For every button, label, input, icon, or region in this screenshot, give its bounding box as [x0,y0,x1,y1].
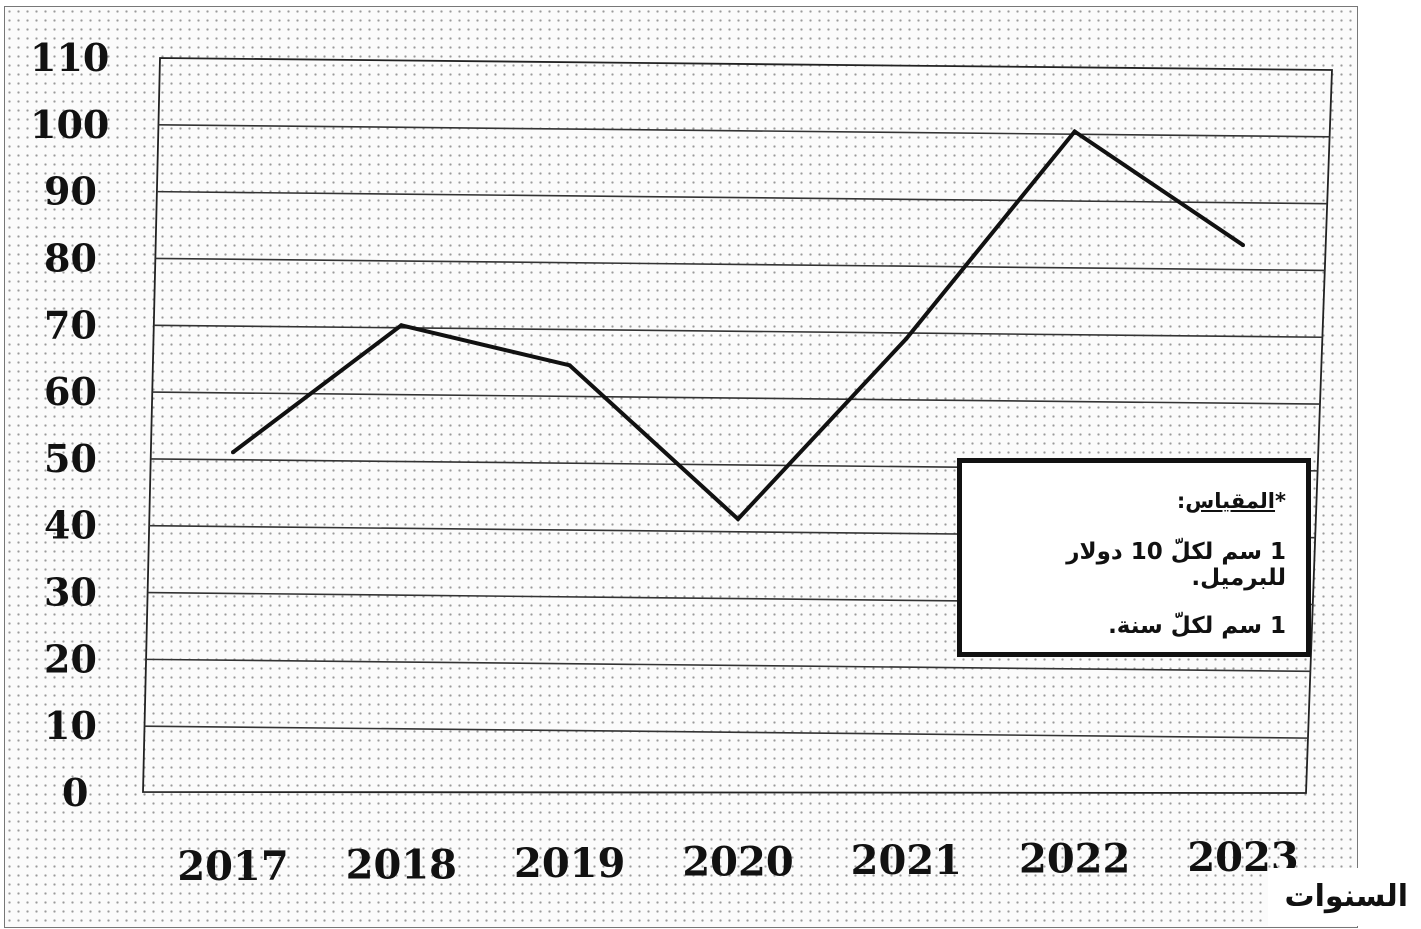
data-point [231,450,235,455]
data-point [1241,243,1245,248]
scale-legend-box: *المقياس: 1 سم لكلّ 10 دولار للبرميل. 1 … [957,458,1311,657]
y-axis-ticks: 0 10 20 30 40 50 60 70 80 90 100 110 [30,35,109,815]
plot-border [142,57,1333,794]
y-tick-label: 10 [44,703,97,748]
x-tick-label: 2019 [514,840,625,887]
x-axis-ticks: 2017 2018 2019 2020 2021 2022 2023 [177,834,1298,890]
y-tick-label: 100 [30,102,109,147]
y-tick-label: 40 [44,503,97,548]
x-tick-label: 2022 [1019,836,1130,883]
y-tick-label: 50 [44,436,97,481]
gridline [144,725,1309,739]
y-tick-label: 0 [62,770,88,815]
gridline [153,324,1323,339]
y-tick-label: 90 [44,169,97,214]
data-point [736,517,740,522]
y-tick-label: 80 [44,235,97,280]
scale-line-year: 1 سم لكلّ سنة. [1108,613,1286,639]
y-tick-label: 30 [44,570,97,615]
x-tick-label: 2018 [346,842,457,889]
y-tick-label: 20 [44,636,97,681]
scale-title-label: المقياس [1185,489,1276,513]
x-tick-label: 2020 [682,839,793,886]
data-point [399,323,404,328]
x-tick-label: 2021 [851,837,962,884]
gridlines [142,57,1333,794]
data-point [1072,129,1077,134]
gridline [146,658,1311,673]
data-point [567,363,572,368]
scale-title-star: * [1275,489,1286,513]
gridline [156,190,1328,205]
x-tick-label: 2017 [177,843,288,890]
data-point [904,336,909,341]
x-axis-title: السنوات [1268,868,1418,926]
y-tick-label: 110 [30,35,109,80]
y-tick-label: 70 [44,302,97,347]
scale-line-price: 1 سم لكلّ 10 دولار للبرميل. [1066,539,1286,591]
gridline [155,257,1325,272]
scale-title-colon: : [1176,489,1186,513]
scale-title: *المقياس: [972,489,1286,513]
gridline [152,391,1321,405]
series-lines [231,128,1245,522]
y-tick-label: 60 [44,369,97,414]
gridline [158,124,1330,138]
